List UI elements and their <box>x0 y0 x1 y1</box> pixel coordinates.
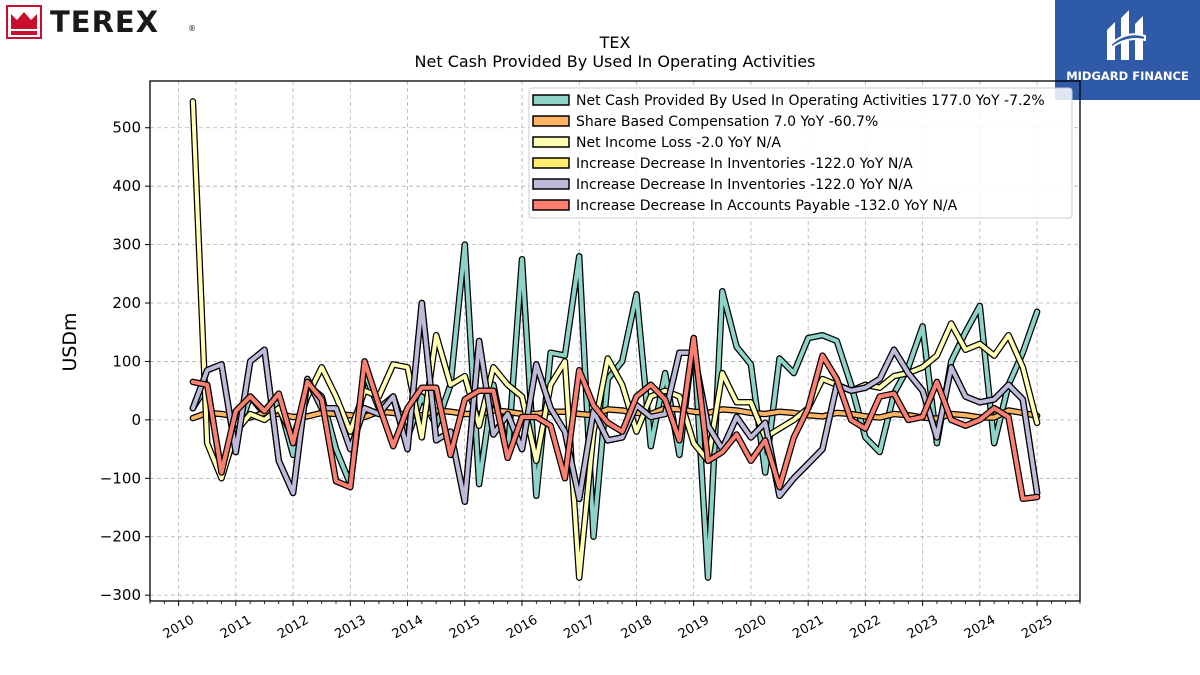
x-tick-label: 2013 <box>332 613 368 643</box>
y-tick-label: 400 <box>112 177 141 195</box>
x-tick-label: 2024 <box>962 613 998 643</box>
legend-item: Increase Decrease In Inventories -122.0 … <box>532 177 913 193</box>
series-5 <box>189 299 1041 505</box>
y-tick-label: 100 <box>112 352 141 370</box>
legend-item: Share Based Compensation 7.0 YoY -60.7% <box>532 114 878 130</box>
x-tick-label: 2023 <box>905 613 941 643</box>
legend-swatch <box>532 136 570 148</box>
chart-title: TEX <box>599 33 631 52</box>
y-axis-ticks: −300 −200 −100 0 100 200 300 400 500 <box>100 119 150 604</box>
x-tick-label: 2010 <box>161 613 197 643</box>
y-tick-label: −300 <box>100 586 141 604</box>
legend-label: Net Cash Provided By Used In Operating A… <box>576 93 1045 109</box>
midgard-logo-icon <box>1107 10 1146 60</box>
legend-items: Net Cash Provided By Used In Operating A… <box>532 93 1045 214</box>
legend-label: Net Income Loss -2.0 YoY N/A <box>576 135 781 151</box>
x-tick-label: 2021 <box>790 613 826 643</box>
x-tick-label: 2025 <box>1019 613 1055 643</box>
series-line <box>190 406 1040 421</box>
terex-crown-icon <box>6 5 42 39</box>
y-tick-label: 0 <box>131 411 141 429</box>
y-tick-label: 200 <box>112 294 141 312</box>
series-line <box>190 301 1040 504</box>
legend: Net Cash Provided By Used In Operating A… <box>528 87 1073 219</box>
legend-item: Increase Decrease In Accounts Payable -1… <box>532 198 958 214</box>
legend-swatch <box>532 94 570 106</box>
plot-frame <box>149 80 1081 602</box>
chart-subtitle: Net Cash Provided By Used In Operating A… <box>415 52 816 71</box>
x-tick-label: 2016 <box>504 613 540 643</box>
series-lines <box>189 98 1041 581</box>
legend-item: Net Income Loss -2.0 YoY N/A <box>532 135 781 151</box>
legend-item: Increase Decrease In Inventories -122.0 … <box>532 156 913 172</box>
series-3 <box>189 98 1041 581</box>
series-2 <box>189 404 1041 422</box>
x-tick-label: 2017 <box>561 613 597 643</box>
x-axis-ticks: 2010 2011 2012 2013 2014 2015 2016 2017 2018 2019… <box>149 601 1081 643</box>
brand-reg-mark: ® <box>188 24 196 33</box>
x-tick-label: 2011 <box>218 613 254 643</box>
legend-label: Increase Decrease In Inventories -122.0 … <box>576 156 913 172</box>
y-tick-label: −100 <box>100 469 141 487</box>
brand-name: TEREX <box>50 5 160 39</box>
y-tick-label: 500 <box>112 119 141 137</box>
legend-swatch <box>532 115 570 127</box>
legend-swatch <box>532 157 570 169</box>
y-axis-label: USDm <box>59 312 81 371</box>
x-tick-label: 2020 <box>733 613 769 643</box>
y-tick-label: −200 <box>100 528 141 546</box>
series-6 <box>189 334 1041 503</box>
grid-lines <box>150 81 1080 601</box>
legend-swatch <box>532 178 570 190</box>
legend-item: Net Cash Provided By Used In Operating A… <box>532 93 1045 109</box>
midgard-finance-badge: MIDGARD FINANCE <box>1055 0 1200 100</box>
x-tick-label: 2018 <box>619 613 655 643</box>
x-tick-label: 2015 <box>447 613 483 643</box>
x-tick-label: 2012 <box>275 613 311 643</box>
legend-label: Increase Decrease In Inventories -122.0 … <box>576 177 913 193</box>
legend-label: Share Based Compensation 7.0 YoY -60.7% <box>576 114 878 130</box>
x-tick-label: 2019 <box>676 613 712 643</box>
y-tick-label: 300 <box>112 236 141 254</box>
series-line <box>190 336 1040 501</box>
series-line <box>190 99 1040 580</box>
badge-name: MIDGARD FINANCE <box>1066 69 1189 83</box>
x-tick-label: 2022 <box>848 613 884 643</box>
legend-box <box>528 87 1073 219</box>
legend-label: Increase Decrease In Accounts Payable -1… <box>576 198 958 214</box>
legend-swatch <box>532 199 570 211</box>
terex-logo: TEREX ® <box>6 4 206 40</box>
x-tick-label: 2014 <box>390 613 426 643</box>
